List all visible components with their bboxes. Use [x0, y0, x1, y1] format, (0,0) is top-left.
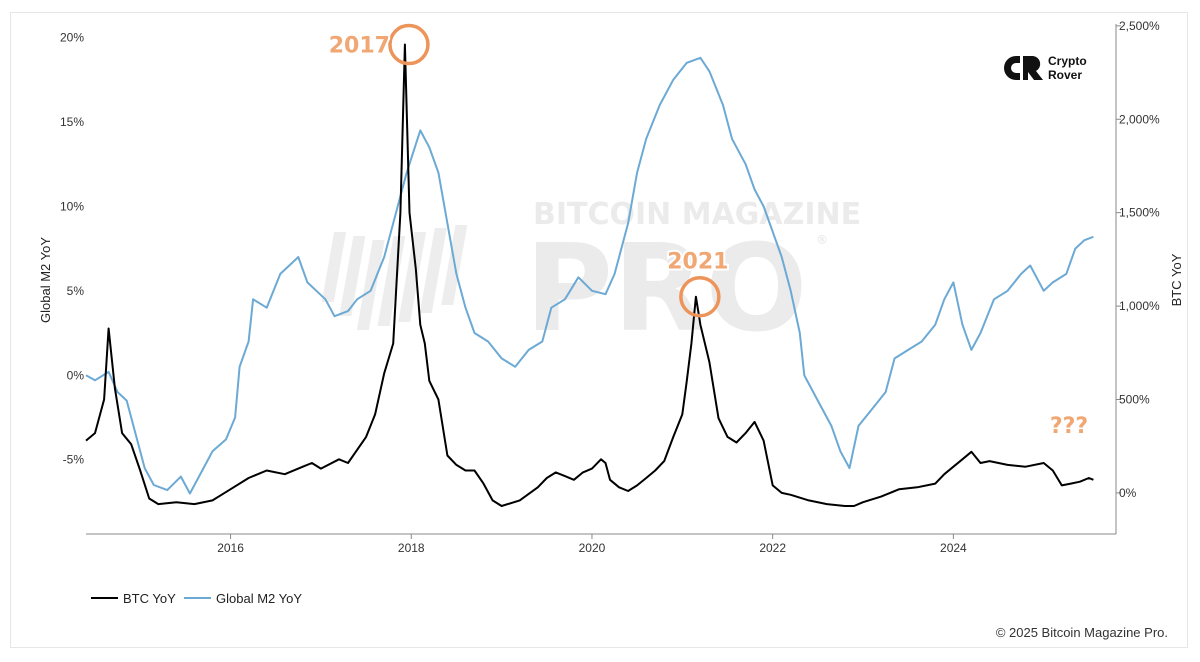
left-tick-label: -5% [63, 453, 85, 467]
x-axis-ticks: 2016 2018 2020 2022 2024 [217, 534, 967, 555]
crypto-rover-r-icon [1023, 56, 1043, 80]
watermark-top-text: BITCOIN MAGAZINE [533, 197, 861, 232]
left-tick-label: 15% [60, 115, 84, 129]
annotation-label: 2021 [667, 250, 728, 275]
x-tick-label: 2024 [940, 541, 967, 555]
legend: BTC YoY Global M2 YoY [91, 591, 302, 606]
right-tick-label: 2,000% [1119, 112, 1160, 126]
crypto-rover-c-icon [1004, 56, 1020, 80]
x-tick-label: 2022 [759, 541, 786, 555]
right-axis-ticks: 2,500% 2,000% 1,500% 1,000% 500% 0% [1116, 19, 1160, 500]
left-tick-label: 0% [67, 368, 85, 382]
right-tick-label: 1,000% [1119, 299, 1160, 313]
annotation-circle [388, 23, 430, 66]
watermark: BITCOIN MAGAZINE PRO ® [321, 197, 861, 359]
right-tick-label: 1,500% [1119, 206, 1160, 220]
copyright-text: © 2025 Bitcoin Magazine Pro. [996, 625, 1168, 640]
brand-line2: Rover [1048, 68, 1082, 82]
watermark-big-text: PRO [525, 220, 807, 359]
x-tick-label: 2018 [398, 541, 425, 555]
right-tick-label: 0% [1119, 486, 1137, 500]
annotation-question: ??? [1050, 414, 1088, 439]
brand-line1: Crypto [1048, 54, 1087, 68]
left-axis-ticks: 20% 15% 10% 5% 0% -5% [60, 31, 84, 467]
legend-label-m2: Global M2 YoY [216, 591, 302, 606]
chart-frame [10, 12, 1188, 648]
legend-label-btc: BTC YoY [123, 591, 176, 606]
crypto-rover-logo: Crypto Rover [1004, 54, 1087, 82]
right-axis-title: BTC YoY [1169, 253, 1184, 306]
right-tick-label: 2,500% [1119, 19, 1160, 33]
annotations: 2017 2021??? [327, 23, 1090, 441]
watermark-bars-icon [321, 225, 468, 330]
series-line-global-m2 [85, 56, 1094, 495]
watermark-mark: ® [816, 233, 828, 247]
left-tick-label: 20% [60, 31, 84, 45]
series-line-btc [85, 43, 1094, 507]
x-tick-label: 2016 [217, 541, 244, 555]
annotation-circle [679, 275, 721, 318]
annotation-label: 2017 [329, 34, 390, 59]
right-tick-label: 500% [1119, 392, 1150, 406]
x-tick-label: 2020 [579, 541, 606, 555]
left-tick-label: 10% [60, 199, 84, 213]
left-tick-label: 5% [67, 284, 85, 298]
left-axis-title: Global M2 YoY [38, 237, 53, 323]
